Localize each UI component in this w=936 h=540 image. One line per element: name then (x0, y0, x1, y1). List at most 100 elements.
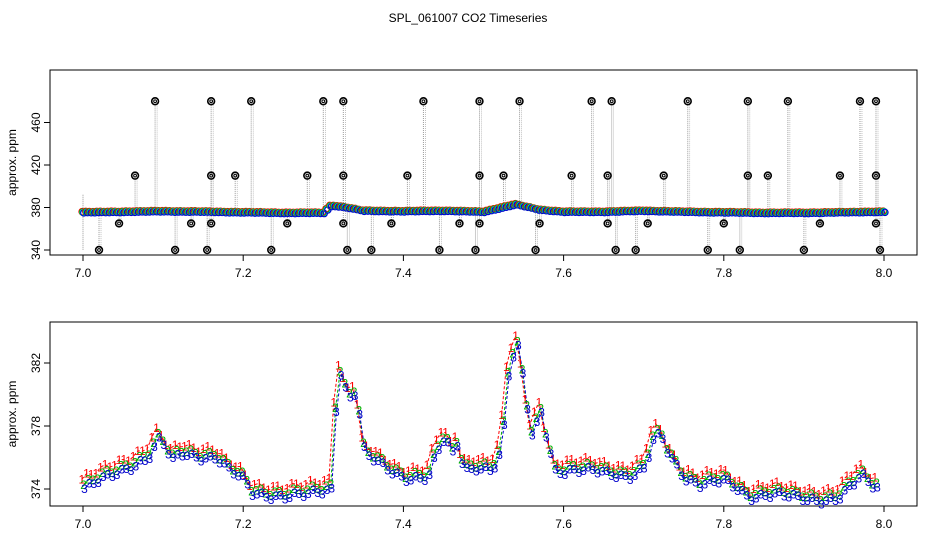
series-3-point: 3 (580, 464, 587, 478)
series-3-point: 3 (296, 487, 303, 501)
outlier-point (202, 245, 212, 255)
x-tick-label: 7.4 (395, 266, 412, 280)
series-2-point: 2 (850, 475, 857, 489)
series-3-point: 3 (170, 451, 177, 465)
series-2-point: 2 (299, 486, 306, 500)
series-3-point: 3 (697, 481, 704, 495)
series-3-point: 3 (566, 463, 573, 477)
series-2-point: 2 (421, 470, 428, 484)
series-3-point: 3 (216, 456, 223, 470)
outlier-point-inner (285, 221, 290, 226)
series-1-point: 1 (787, 478, 794, 492)
series-1-point: 1 (158, 429, 165, 443)
outlier-point-inner (705, 248, 710, 252)
series-2-point: 2 (99, 466, 106, 480)
series-1-point: 1 (218, 447, 225, 461)
series-1-point: 1 (190, 441, 197, 455)
x-tick-label: 7.8 (715, 517, 732, 531)
outlier-point (471, 245, 480, 255)
outlier-point-inner (721, 221, 726, 226)
series-3-point: 3 (851, 479, 858, 493)
series-2-point: 2 (687, 468, 694, 482)
series-3-point: 3 (590, 463, 597, 477)
series-3-point: 3 (450, 444, 457, 458)
series-3-point: 3 (193, 451, 200, 465)
series-1-point: 1 (186, 437, 193, 451)
series-2-point: 2 (579, 460, 586, 474)
series-3-point: 3 (151, 440, 158, 454)
outlier-point-inner (133, 173, 137, 178)
series-3-point: 3 (716, 477, 723, 491)
series-1-point: 1 (288, 476, 295, 490)
series-2-point: 2 (533, 411, 540, 425)
series-1-point: 1 (554, 457, 561, 471)
outlier-point-inner (421, 99, 426, 104)
series-3-point: 3 (758, 487, 765, 501)
outlier-point (535, 219, 544, 228)
series-2-point: 2 (528, 424, 535, 438)
outlier-point-inner (173, 248, 178, 252)
series-2-point: 2 (253, 483, 260, 497)
outlier-point (319, 97, 328, 106)
series-1-point: 1 (540, 421, 547, 435)
series-2-point: 2 (425, 464, 432, 478)
outlier-point (343, 245, 352, 255)
series-3-point: 3 (781, 489, 788, 503)
series-1-point: 1 (783, 481, 790, 495)
outlier-point (611, 245, 620, 255)
series-1-point: 1 (447, 435, 454, 449)
series-2-point: 2 (864, 471, 871, 485)
series-1-point: 1 (522, 393, 529, 407)
series-1-point: 1 (666, 442, 673, 456)
series-3-point: 3 (650, 433, 657, 447)
outlier-point-inner (189, 221, 194, 226)
outlier-point (435, 245, 444, 255)
series-3-point: 3 (324, 483, 331, 497)
series-3-point: 3 (800, 494, 807, 508)
outlier-point-inner (305, 173, 310, 178)
series-3-point: 3 (328, 481, 335, 495)
series-3-point: 3 (557, 467, 564, 481)
series-2-point: 2 (239, 465, 246, 479)
series-2-point: 2 (230, 463, 237, 477)
series-2-point: 2 (416, 467, 423, 481)
series-1-point: 1 (610, 461, 617, 475)
series-1-point: 1 (139, 444, 146, 458)
series-1-point: 1 (424, 458, 431, 472)
series-3-point: 3 (118, 463, 125, 477)
series-3-point: 3 (674, 457, 681, 471)
series-3-point: 3 (823, 494, 830, 508)
series-1-point: 1 (573, 456, 580, 470)
series-2-point: 2 (766, 487, 773, 501)
series-3-point: 3 (370, 454, 377, 468)
series-3-point: 3 (776, 485, 783, 499)
outlier-point (631, 245, 640, 255)
series-1-point: 1 (368, 445, 375, 459)
outlier-point (603, 219, 612, 228)
series-2-point: 2 (575, 462, 582, 476)
outlier-point-inner (369, 248, 374, 252)
series-1-point: 1 (722, 463, 729, 477)
series-3-point: 3 (772, 487, 779, 501)
series-3-point: 3 (832, 494, 839, 508)
series-1-point: 1 (246, 479, 253, 493)
series-1-point: 1 (452, 430, 459, 444)
series-1-point: 1 (298, 480, 305, 494)
series-2-point: 2 (813, 490, 820, 504)
series-1-point: 1 (704, 463, 711, 477)
series-2-point: 2 (654, 422, 661, 436)
series-2-point: 2 (589, 459, 596, 473)
series-1-point: 1 (857, 457, 864, 471)
series-3-point: 3 (627, 473, 634, 487)
y-tick-label: 374 (29, 479, 43, 499)
series-3-point: 3 (207, 449, 214, 463)
series-3-point: 3 (286, 491, 293, 505)
series-2-point: 2 (509, 347, 516, 361)
series-2-point: 2 (90, 473, 97, 487)
outlier-point-inner (341, 173, 346, 178)
outlier-point-inner (477, 99, 482, 104)
series-1-point: 1 (396, 460, 403, 474)
series-3-point: 3 (440, 435, 447, 449)
outlier-point (339, 219, 348, 228)
series-1-point: 1 (83, 467, 90, 481)
